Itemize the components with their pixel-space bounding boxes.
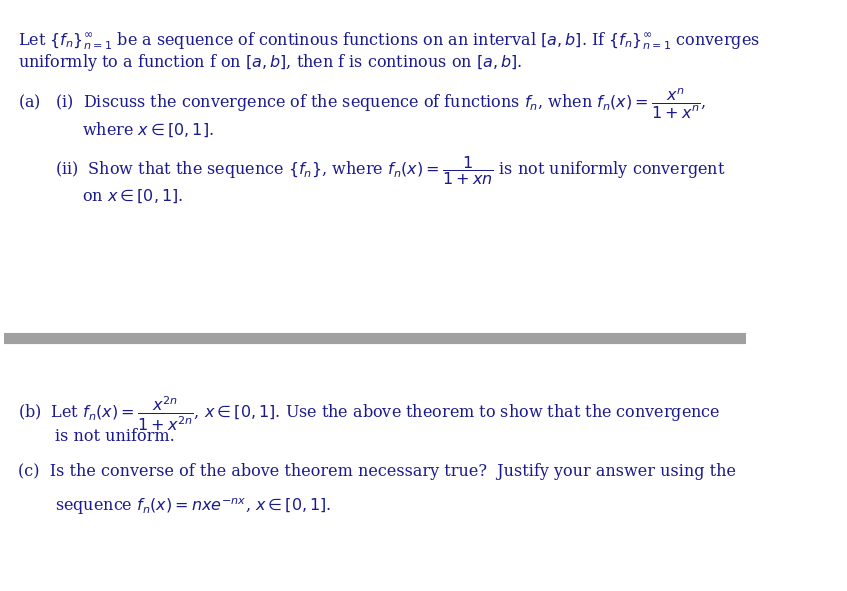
Text: on $x \in [0, 1]$.: on $x \in [0, 1]$. [82, 188, 183, 205]
Text: sequence $f_n(x) = nxe^{-nx}$, $x \in [0, 1]$.: sequence $f_n(x) = nxe^{-nx}$, $x \in [0… [54, 496, 331, 517]
Text: (c)  Is the converse of the above theorem necessary true?  Justify your answer u: (c) Is the converse of the above theorem… [18, 463, 735, 480]
Text: is not uniform.: is not uniform. [54, 428, 174, 445]
Text: (ii)  Show that the sequence $\{f_n\}$, where $f_n(x) = \dfrac{1}{1+xn}$ is not : (ii) Show that the sequence $\{f_n\}$, w… [54, 154, 725, 187]
Text: Let $\{f_n\}_{n=1}^{\infty}$ be a sequence of continous functions on an interval: Let $\{f_n\}_{n=1}^{\infty}$ be a sequen… [18, 30, 760, 52]
Text: uniformly to a function f on $[a, b]$, then f is continous on $[a, b]$.: uniformly to a function f on $[a, b]$, t… [18, 52, 522, 73]
Text: where $x \in [0, 1]$.: where $x \in [0, 1]$. [82, 121, 214, 139]
Text: (a)   (i)  Discuss the convergence of the sequence of functions $f_n$, when $f_n: (a) (i) Discuss the convergence of the s… [18, 87, 706, 121]
Text: (b)  Let $f_n(x) = \dfrac{x^{2n}}{1+x^{2n}}$, $x \in [0, 1]$. Use the above theo: (b) Let $f_n(x) = \dfrac{x^{2n}}{1+x^{2n… [18, 395, 720, 433]
